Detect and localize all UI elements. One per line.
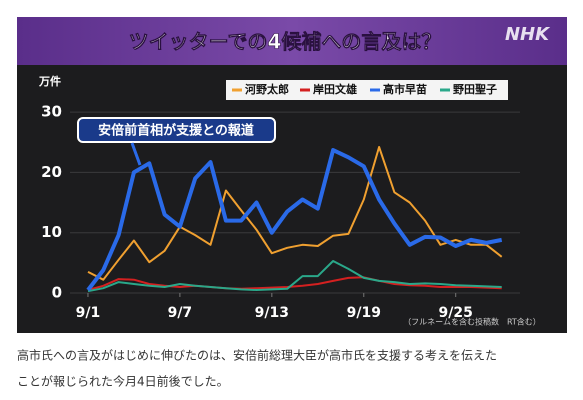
y-tick-label: 20 bbox=[41, 163, 62, 181]
title-bar bbox=[17, 17, 567, 65]
logo: NHK bbox=[505, 24, 551, 45]
article-text: ことが報じられた今月4日前後でした。 bbox=[17, 374, 229, 389]
x-tick-label: 9/7 bbox=[168, 305, 193, 321]
annotation: 安倍前首相が支援との報道 bbox=[98, 123, 254, 139]
chart-background bbox=[17, 65, 567, 333]
chart-title: ツイッターでの4候補への言及は？ bbox=[129, 30, 442, 54]
legend-box bbox=[226, 80, 508, 100]
legend-label: 河野太郎 bbox=[245, 82, 289, 96]
y-tick-label: 30 bbox=[41, 103, 62, 121]
series-line bbox=[87, 146, 503, 281]
x-tick-label: 9/1 bbox=[76, 305, 101, 321]
annotation-box bbox=[77, 117, 276, 143]
series-line bbox=[87, 276, 502, 291]
legend-label: 野田聖子 bbox=[453, 83, 497, 96]
footnote: （フルネームを含む投稿数 RT含む） bbox=[403, 317, 541, 327]
y-tick-label: 0 bbox=[52, 284, 62, 302]
x-tick-label: 9/13 bbox=[255, 305, 289, 321]
x-tick-label: 9/25 bbox=[439, 305, 473, 321]
x-tick-label: 9/19 bbox=[347, 305, 381, 321]
legend-label: 高市早苗 bbox=[383, 82, 427, 96]
y-axis-label: 万件 bbox=[38, 74, 61, 88]
series-line bbox=[87, 260, 502, 293]
y-tick-label: 10 bbox=[41, 223, 62, 241]
annotation-arrow bbox=[130, 142, 142, 166]
legend-label: 岸田文雄 bbox=[313, 82, 357, 96]
article-text: 高市氏への言及がはじめに伸びたのは、安倍前総理大臣が高市氏を支援する考えを伝えた bbox=[17, 348, 497, 363]
series-line bbox=[86, 148, 503, 292]
